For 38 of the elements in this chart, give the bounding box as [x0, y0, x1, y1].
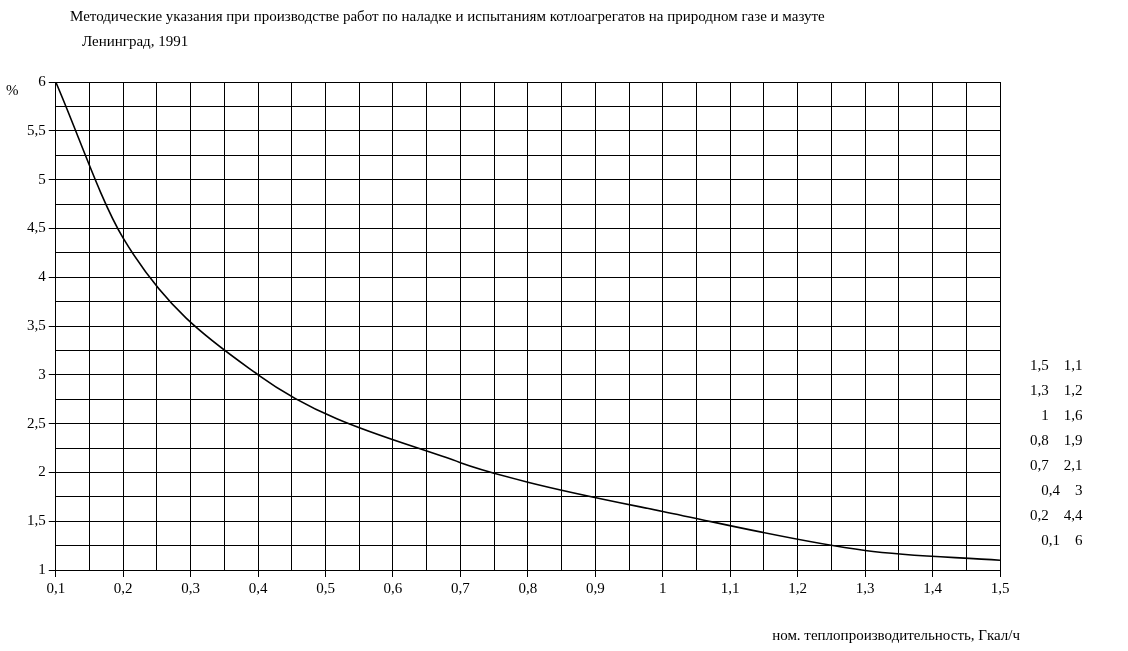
y-tick-label: 2 — [38, 463, 46, 480]
x-tick-label: 0,2 — [113, 579, 133, 596]
y-tick-label: 4,5 — [27, 219, 46, 236]
y-tick-label: 3,5 — [27, 316, 46, 333]
text: 0,8 1,9 — [1030, 431, 1083, 450]
text: 1,3 1,2 — [1030, 381, 1083, 400]
x-tick-label: 0,9 — [585, 579, 605, 596]
y-axis-title: % — [6, 82, 19, 99]
x-axis-title: ном. теплопроизводительность, Гкал/ч — [772, 627, 1020, 644]
text: 1,5 1,1 — [1030, 356, 1083, 375]
x-tick-label: 0,8 — [518, 579, 538, 596]
text: 0,2 4,4 — [1030, 506, 1083, 525]
chart-title: Методические указания при производстве работ по наладке и испытаниям котлоагрегатов на природном газе и мазуте — [70, 8, 825, 25]
x-tick-label: 0,6 — [383, 579, 403, 596]
y-tick-label: 1 — [38, 560, 46, 577]
y-tick-label: 6 — [38, 72, 47, 89]
y-tick-label: 5 — [38, 170, 46, 187]
chart-subtitle: Ленинград, 1991 — [82, 33, 189, 50]
x-tick-label: 0,5 — [316, 579, 335, 596]
y-tick-label: 2,5 — [27, 414, 46, 431]
x-tick-label: 1,3 — [855, 579, 875, 596]
x-tick-label: 0,3 — [181, 579, 201, 596]
x-tick-label: 0,4 — [248, 579, 268, 596]
y-tick-label: 3 — [38, 365, 46, 382]
text: 1 1,6 — [1040, 406, 1083, 425]
x-tick-label: 0,1 — [46, 579, 66, 596]
text: 0,1 6 — [1040, 531, 1083, 550]
text: 0,7 2,1 — [1030, 456, 1083, 475]
x-tick-label: 1,1 — [720, 579, 740, 596]
y-tick-label: 1,5 — [27, 512, 46, 529]
text: 0,4 3 — [1040, 481, 1083, 500]
x-tick-label: 1,5 — [990, 579, 1010, 596]
y-tick-label: 4 — [38, 268, 47, 285]
x-tick-label: 0,7 — [451, 579, 471, 596]
y-tick-label: 5,5 — [27, 121, 46, 138]
x-tick-label: 1,2 — [788, 579, 808, 596]
x-tick-label: 1 — [659, 579, 667, 596]
x-tick-label: 1,4 — [923, 579, 943, 596]
